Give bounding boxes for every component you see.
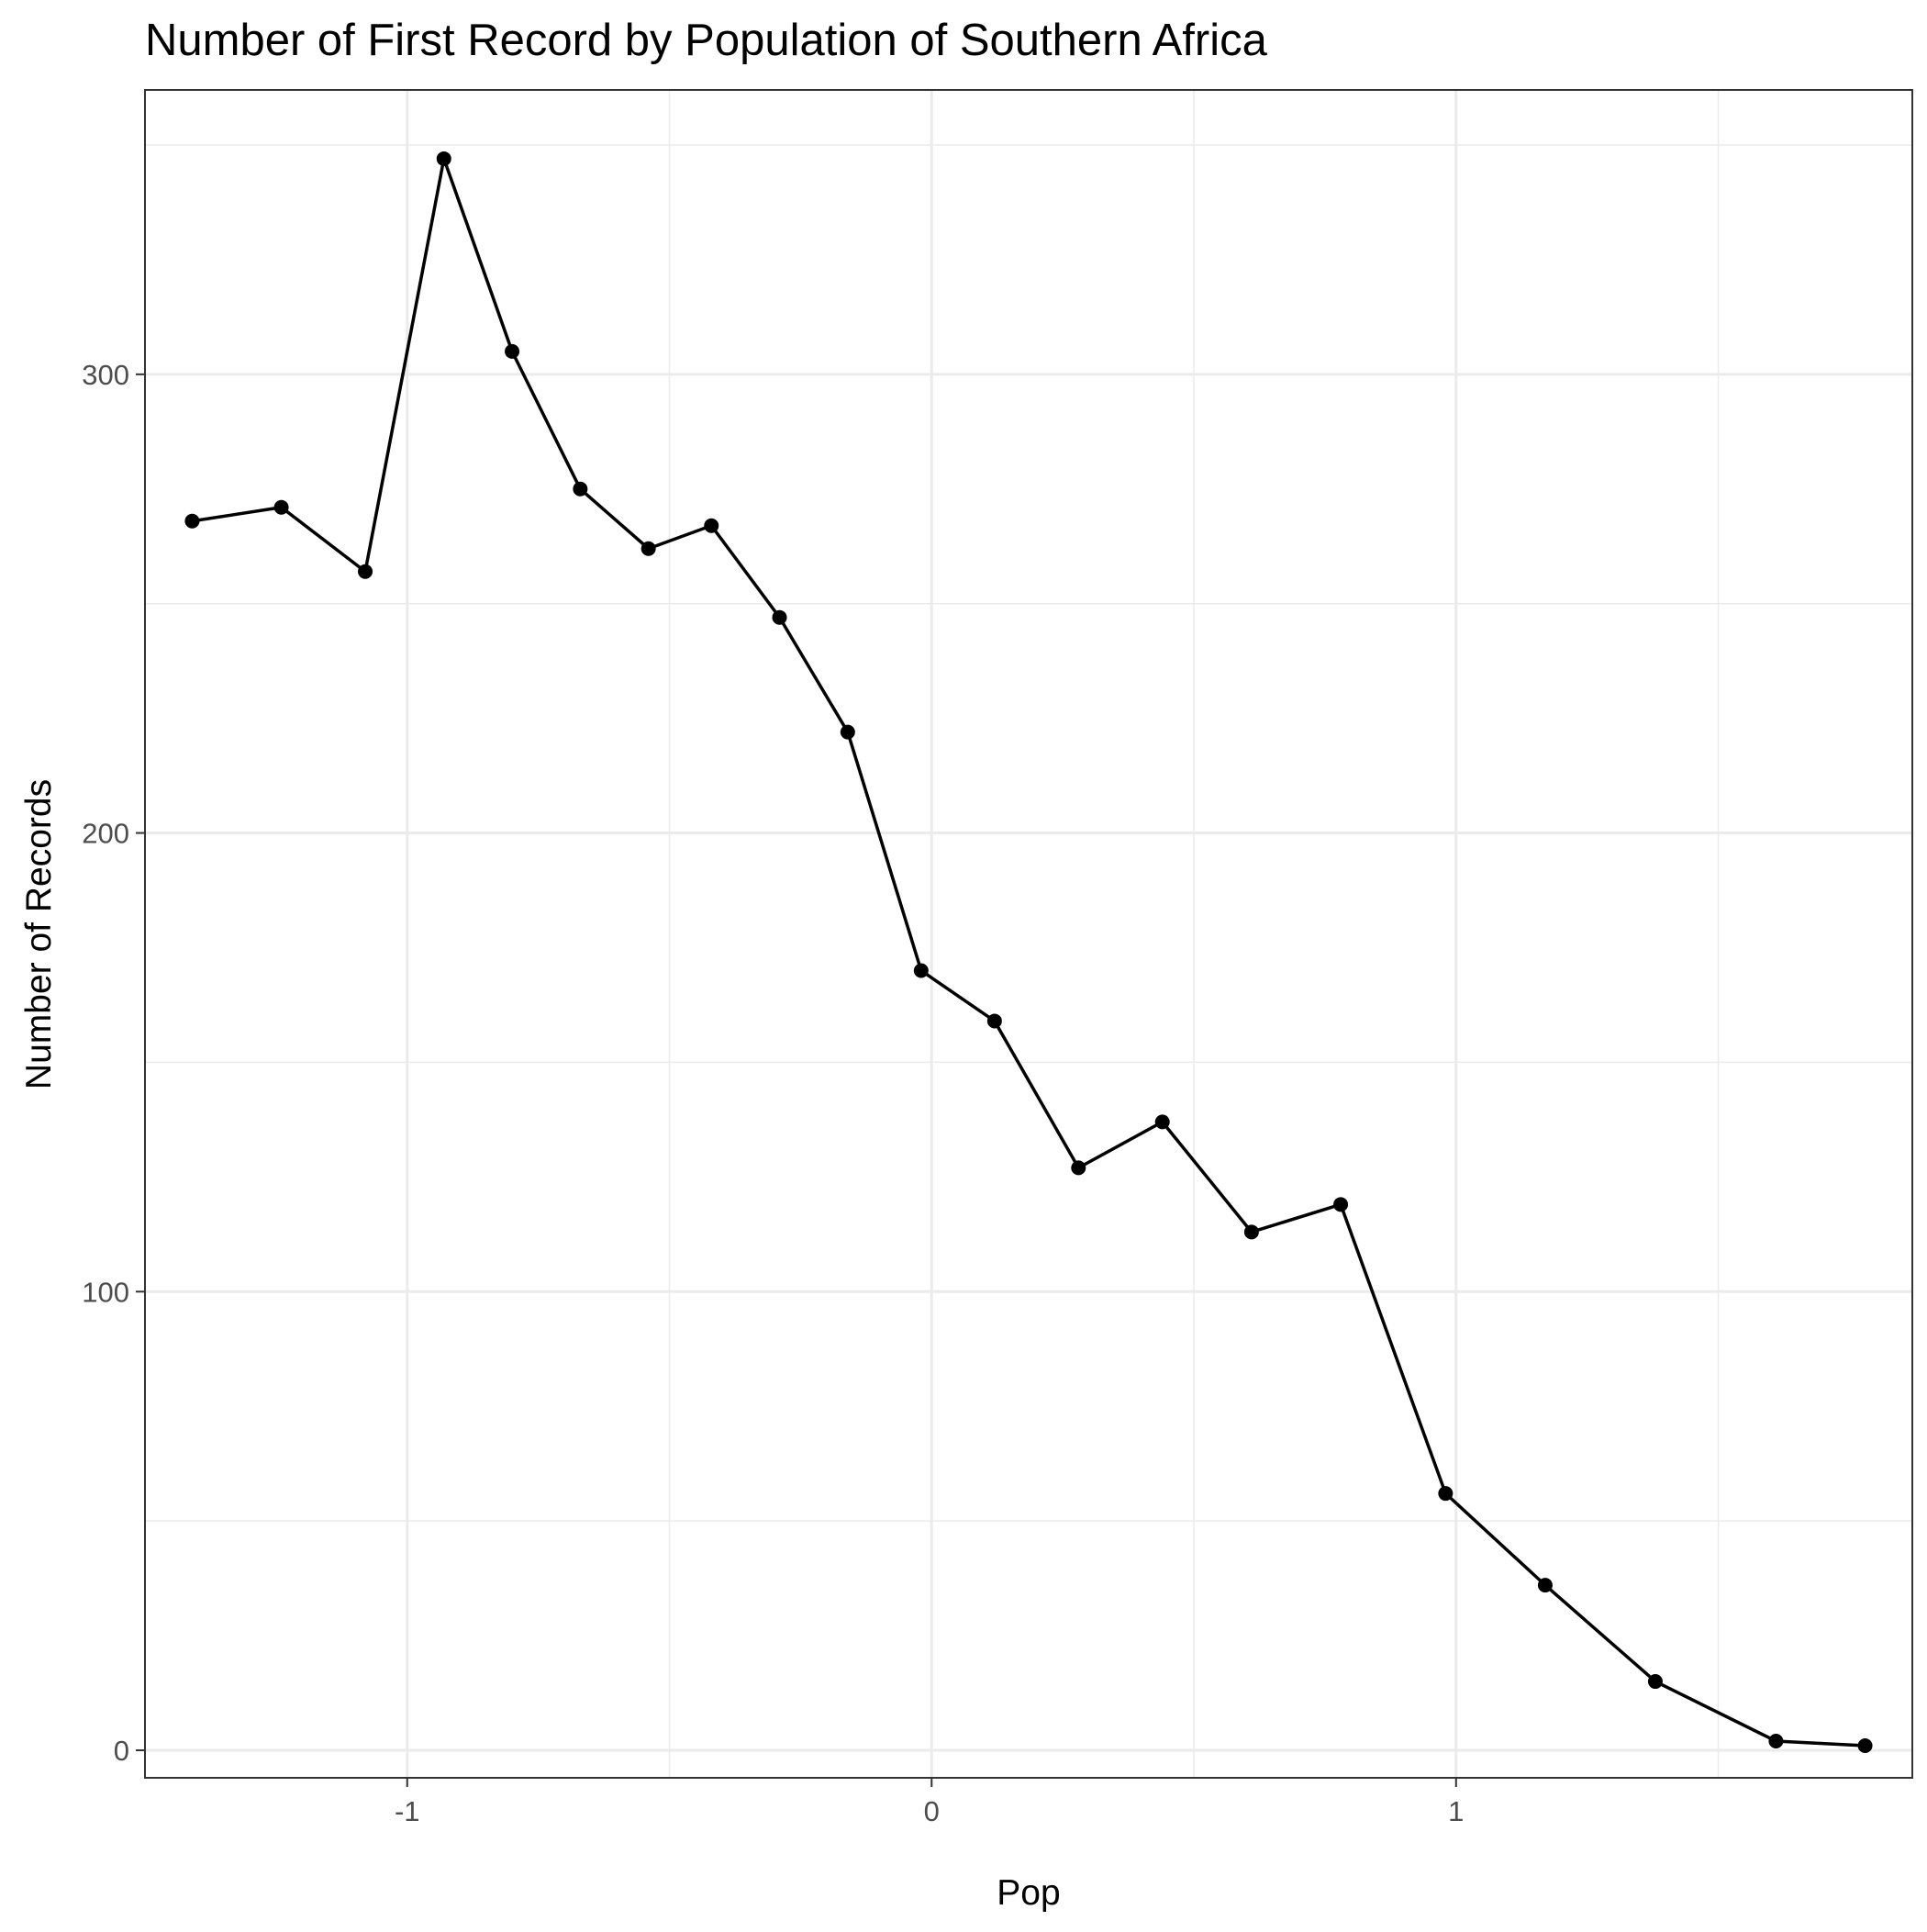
- panel-border: [144, 89, 1913, 1779]
- data-point: [505, 343, 520, 359]
- data-point: [913, 963, 929, 978]
- data-point: [358, 564, 373, 579]
- x-tick-label: -1: [395, 1795, 420, 1827]
- series-line: [192, 152, 1866, 1748]
- data-point: [1647, 1674, 1663, 1690]
- data-point: [1857, 1738, 1873, 1754]
- data-point: [1537, 1578, 1553, 1593]
- series-layer: [184, 151, 1873, 1754]
- data-point: [704, 518, 719, 533]
- grid: [144, 90, 1912, 1778]
- data-point: [986, 1013, 1002, 1029]
- y-tick-label: 0: [114, 1735, 129, 1767]
- y-tick-label: 100: [82, 1276, 129, 1308]
- data-point: [640, 541, 656, 556]
- data-point: [772, 609, 787, 625]
- data-point: [1243, 1224, 1259, 1240]
- x-tick-label: 1: [1448, 1795, 1464, 1827]
- y-tick-label: 200: [82, 818, 129, 850]
- x-axis-title: Pop: [997, 1873, 1060, 1913]
- data-point: [184, 513, 200, 529]
- data-point: [1438, 1486, 1454, 1502]
- data-point: [1333, 1197, 1349, 1212]
- data-point: [573, 481, 588, 497]
- axes: -1 0 1 0 100 200 300: [82, 359, 1464, 1827]
- data-point: [436, 151, 451, 166]
- y-tick-label: 300: [82, 359, 129, 391]
- data-point: [273, 499, 289, 515]
- x-tick-label: 0: [924, 1795, 940, 1827]
- chart-title: Number of First Record by Population of …: [145, 16, 1268, 65]
- data-point: [1768, 1734, 1784, 1749]
- data-point: [1154, 1114, 1170, 1130]
- data-point: [840, 724, 855, 740]
- data-point: [1071, 1160, 1086, 1176]
- y-axis-title: Number of Records: [19, 779, 59, 1089]
